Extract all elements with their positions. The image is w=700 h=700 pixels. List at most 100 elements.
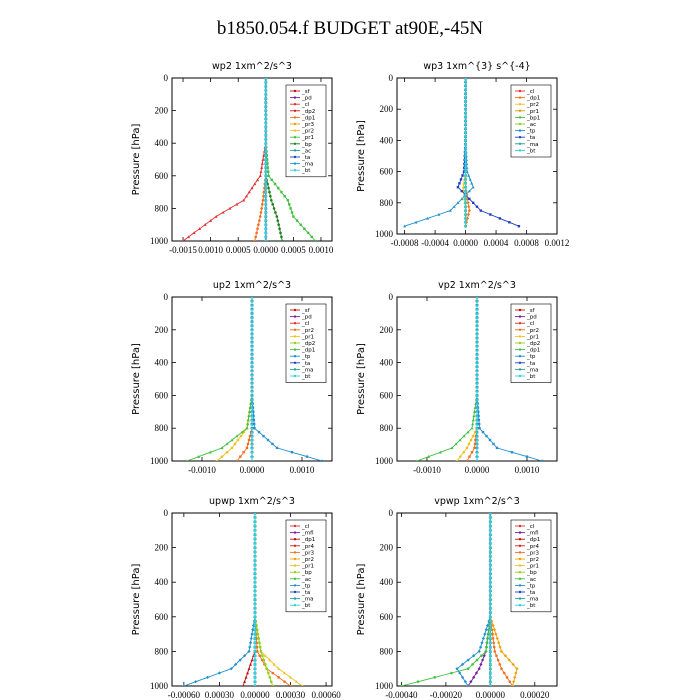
data-point xyxy=(510,451,514,454)
data-point xyxy=(486,637,489,640)
legend-marker xyxy=(518,149,522,152)
data-point xyxy=(452,205,456,208)
legend-entry: _bp xyxy=(301,570,312,576)
data-point xyxy=(250,352,254,356)
data-point xyxy=(489,550,492,554)
data-point xyxy=(463,92,468,96)
data-point xyxy=(489,529,492,532)
legend-entry: _ac xyxy=(526,577,536,583)
data-point xyxy=(480,658,485,662)
data-point xyxy=(205,675,210,679)
data-point xyxy=(472,654,476,658)
legend-entry: _ma xyxy=(526,367,538,373)
data-point xyxy=(289,207,292,210)
data-point xyxy=(261,203,264,206)
legend-entry: _cl xyxy=(526,321,535,327)
data-point xyxy=(258,215,262,218)
data-point xyxy=(251,459,253,461)
data-point xyxy=(489,606,492,610)
data-point xyxy=(508,221,511,224)
data-point xyxy=(463,162,468,166)
data-point xyxy=(489,589,492,593)
legend-marker xyxy=(518,341,522,345)
data-point xyxy=(247,190,251,194)
data-point xyxy=(264,190,268,194)
data-point xyxy=(230,438,234,442)
data-point xyxy=(253,537,257,541)
data-point xyxy=(495,654,498,658)
data-point xyxy=(463,134,468,139)
legend-marker xyxy=(293,564,297,567)
data-point xyxy=(250,320,254,323)
data-point xyxy=(474,671,479,675)
y-tick-label: 600 xyxy=(155,612,169,622)
data-point xyxy=(264,109,268,112)
panel-title: vp2 1xm^2/s^3 xyxy=(438,280,516,291)
data-point xyxy=(253,550,257,554)
data-point xyxy=(236,438,240,442)
data-point xyxy=(264,125,268,129)
data-point xyxy=(489,637,492,640)
data-point xyxy=(463,193,468,197)
data-point xyxy=(512,680,516,684)
x-tick-label: 0.00030 xyxy=(276,690,306,700)
y-tick-label: 1000 xyxy=(150,456,169,466)
data-point xyxy=(269,194,272,198)
data-point xyxy=(250,311,254,315)
legend-marker xyxy=(518,361,522,364)
legend-marker xyxy=(518,122,522,126)
y-tick-label: 0 xyxy=(164,508,169,518)
data-point xyxy=(281,239,284,241)
legend-entry: _sf xyxy=(301,308,311,314)
data-point xyxy=(314,239,317,241)
x-tick-label: 0.0000 xyxy=(453,238,478,248)
data-point xyxy=(491,637,495,640)
panel-4: vp2 1xm^2/s^3 Pressure [hPa] 0 200 400 600 800… xyxy=(356,280,558,475)
legend-marker xyxy=(293,109,297,113)
data-point xyxy=(463,224,468,228)
data-point xyxy=(255,231,258,235)
data-point xyxy=(484,650,488,653)
data-point xyxy=(250,365,254,368)
data-point xyxy=(489,580,492,584)
data-point xyxy=(253,559,257,562)
legend-entry: _ta xyxy=(301,590,310,596)
y-tick-label: 800 xyxy=(380,198,394,208)
x-tick-label: -0.00060 xyxy=(168,690,201,700)
data-point xyxy=(473,410,476,413)
data-point xyxy=(229,667,233,671)
data-point xyxy=(250,422,254,426)
data-point xyxy=(475,377,479,381)
data-point xyxy=(263,654,267,657)
data-point xyxy=(252,418,256,422)
legend-entry: _bt xyxy=(526,603,536,609)
panel-title: up2 1xm^2/s^3 xyxy=(213,280,291,291)
data-point xyxy=(250,344,254,348)
legend-entry: _mfl xyxy=(526,531,539,537)
data-point xyxy=(455,667,459,671)
data-point xyxy=(489,546,492,549)
data-point xyxy=(264,219,268,222)
legend-marker xyxy=(518,348,522,351)
y-tick-label: 200 xyxy=(380,325,394,335)
legend-marker xyxy=(518,96,522,99)
data-point xyxy=(250,385,254,389)
legend-entry: _dp1 xyxy=(301,348,315,354)
data-point xyxy=(253,684,257,686)
legend-entry: _dp1 xyxy=(526,348,540,354)
data-point xyxy=(477,667,481,671)
legend-marker xyxy=(518,597,522,600)
data-point xyxy=(250,414,254,418)
data-point xyxy=(271,671,275,675)
data-point xyxy=(264,88,268,92)
legend-entry: _pr1 xyxy=(301,564,314,570)
data-point xyxy=(463,680,467,684)
y-tick-label: 600 xyxy=(380,612,394,622)
data-point xyxy=(475,410,479,413)
data-point xyxy=(475,352,479,356)
data-point xyxy=(416,459,418,461)
data-point xyxy=(250,434,254,438)
data-point xyxy=(482,654,486,658)
legend-entry: _tp xyxy=(526,583,536,589)
data-point xyxy=(463,123,468,127)
